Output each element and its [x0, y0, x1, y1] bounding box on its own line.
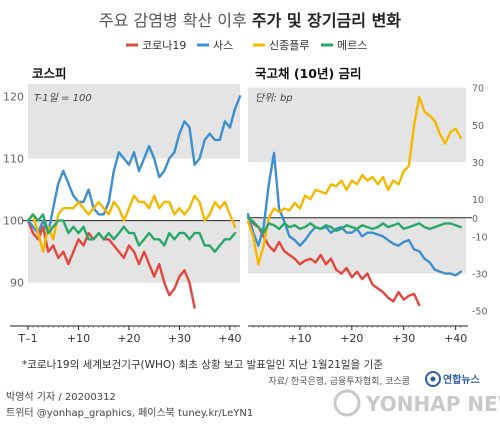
x-tick-label-3: +30: [392, 332, 415, 345]
legend-label-4: 메르스: [337, 39, 367, 52]
series-line-4: [246, 216, 462, 234]
y-tick-label-7: -30: [472, 270, 488, 281]
panel-note: 단위: bp: [255, 92, 293, 104]
title-part2: 주가 및 장기금리 변화: [252, 11, 401, 30]
chart-bond-yield: 70 50 30 10 0 -10 -30 -50 +10 +20 +30 +40 국고채 (10년) …: [246, 66, 488, 345]
y-tick-label-4: 120: [3, 90, 24, 103]
y-tick-label-2: 100: [3, 215, 24, 228]
y-tick-label-3: 110: [3, 153, 24, 166]
x-tick-label-5: +40: [218, 332, 241, 345]
x-tick-label-2: +20: [340, 332, 363, 345]
yonhap-logo-dot: [430, 376, 436, 382]
x-tick-label-2: +10: [67, 332, 90, 345]
x-tick-label-1: T–1: [17, 332, 37, 345]
yonhap-logo: 연합뉴스 YONHAP NEWS: [333, 371, 500, 417]
grid-band-2: [28, 84, 240, 159]
y-tick-label-1: 70: [472, 84, 484, 95]
y-tick-label-6: -10: [472, 232, 488, 243]
series-line-1: [246, 216, 421, 307]
yonhap-logo-icon: [425, 371, 441, 387]
x-tick-label-4: +30: [168, 332, 191, 345]
source-text: 자료/ 한국은행, 금융투자협회, 코스콤: [268, 375, 410, 387]
x-tick-label-3: +20: [117, 332, 140, 345]
y-tick-label-8: -50: [472, 307, 488, 318]
logo-watermark-icon: [333, 389, 361, 417]
series-line-2: [246, 151, 462, 277]
legend: 코로나19 사스 신종플루 메르스: [126, 39, 367, 52]
legend-label-2: 사스: [213, 39, 233, 52]
panel-title: 코스피: [32, 66, 67, 81]
y-tick-label-3: 30: [472, 158, 484, 169]
legend-label-1: 코로나19: [142, 39, 186, 52]
y-tick-label-1: 90: [10, 277, 24, 290]
credit-sns: 트위터 @yonhap_graphics, 페이스북 tuney.kr/LeYN…: [6, 406, 253, 419]
logo-small: 연합뉴스: [443, 373, 480, 386]
series-line-3: [246, 95, 462, 266]
y-tick-label-4: 10: [472, 195, 484, 206]
series-line-3: [26, 194, 237, 253]
credit-author: 박영석 기자 / 20200312: [6, 391, 116, 403]
chart-kospi: 90 100 110 120 T–1 +10 +20 +30 +40 코스피 T-1일 = 100: [3, 66, 242, 345]
y-tick-label-5: 0: [472, 214, 478, 225]
title-part1: 주요 감염병 확산 이후: [99, 11, 252, 30]
series-line-2: [26, 95, 242, 235]
series-line-4: [26, 213, 237, 253]
page-title: 주요 감염병 확산 이후 주가 및 장기금리 변화: [99, 11, 401, 30]
x-tick-label-1: +10: [288, 332, 311, 345]
panel-title: 국고채 (10년) 금리: [255, 66, 362, 81]
grid-band-2: [248, 87, 466, 163]
y-tick-label-2: 50: [472, 121, 484, 132]
panel-note: T-1일 = 100: [34, 92, 92, 104]
footnote: *코로나19의 세계보건기구(WHO) 최초 상황 보고 발표일인 지난 1월2…: [22, 358, 383, 371]
legend-label-3: 신종플루: [269, 39, 309, 52]
x-tick-label-4: +40: [444, 332, 467, 345]
logo-big: YONHAP NEWS: [365, 392, 500, 416]
series-line-1: [26, 219, 196, 309]
